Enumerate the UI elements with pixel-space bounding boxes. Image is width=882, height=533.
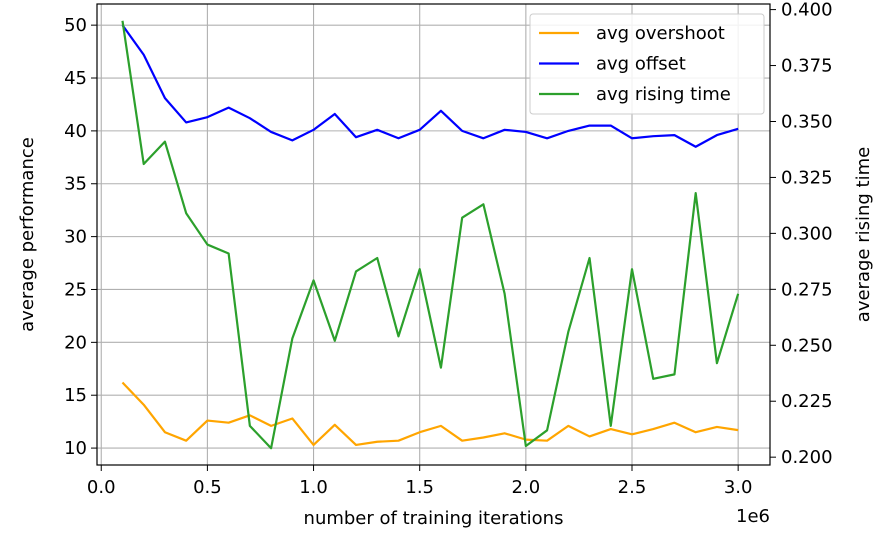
plot-frame — [96, 3, 771, 466]
y-left-axis-label: average performance — [17, 137, 38, 332]
series-line-avg-offset — [121, 24, 739, 148]
y-right-axis-label: average rising time — [853, 147, 874, 322]
x-tick-label: 1.5 — [405, 477, 434, 498]
y-right-tick-label: 0.300 — [781, 223, 833, 244]
y-left-tick-label: 45 — [64, 68, 87, 89]
y-right-tick-label: 0.375 — [781, 56, 833, 77]
legend-label-avg-offset: avg offset — [596, 54, 686, 75]
y-right-tick-label: 0.275 — [781, 279, 833, 300]
legend-label-avg-overshoot: avg overshoot — [596, 23, 725, 44]
x-tick-label: 3.0 — [724, 477, 753, 498]
y-right-tick-label: 0.225 — [781, 391, 833, 412]
x-tick-label: 1.0 — [299, 477, 328, 498]
x-tick-label: 2.5 — [618, 477, 647, 498]
x-axis-offset-text: 1e6 — [736, 506, 770, 527]
y-left-tick-label: 20 — [64, 332, 87, 353]
y-left-tick-label: 40 — [64, 121, 87, 142]
x-tick-label: 0.5 — [193, 477, 222, 498]
x-axis-label: number of training iterations — [304, 508, 564, 529]
series-lines — [121, 20, 740, 450]
legend: avg overshoot avg offset avg rising time — [529, 13, 765, 115]
y-right-tick-label: 0.250 — [781, 335, 833, 356]
legend-box — [529, 13, 765, 115]
series-line-avg-rising-time — [121, 20, 740, 450]
x-axis-ticks: 0.0 0.5 1.0 1.5 2.0 2.5 3.0 — [87, 465, 753, 498]
y-right-tick-label: 0.325 — [781, 167, 833, 188]
y-left-tick-label: 25 — [64, 279, 87, 300]
x-tick-label: 0.0 — [87, 477, 116, 498]
y-right-tick-label: 0.350 — [781, 111, 833, 132]
y-left-axis-ticks: 10 15 20 25 30 35 40 45 50 — [64, 15, 97, 459]
y-right-tick-label: 0.200 — [781, 447, 833, 468]
y-left-tick-label: 10 — [64, 438, 87, 459]
y-left-tick-label: 50 — [64, 15, 87, 36]
y-right-tick-label: 0.400 — [781, 0, 833, 21]
y-right-axis-ticks: 0.200 0.225 0.250 0.275 0.300 0.325 0.350 0.375… — [770, 0, 833, 468]
series-line-avg-overshoot — [121, 381, 739, 447]
y-left-tick-label: 35 — [64, 174, 87, 195]
x-tick-label: 2.0 — [512, 477, 541, 498]
y-left-tick-label: 15 — [64, 385, 87, 406]
legend-label-avg-rising-time: avg rising time — [596, 84, 731, 105]
y-left-tick-label: 30 — [64, 227, 87, 248]
